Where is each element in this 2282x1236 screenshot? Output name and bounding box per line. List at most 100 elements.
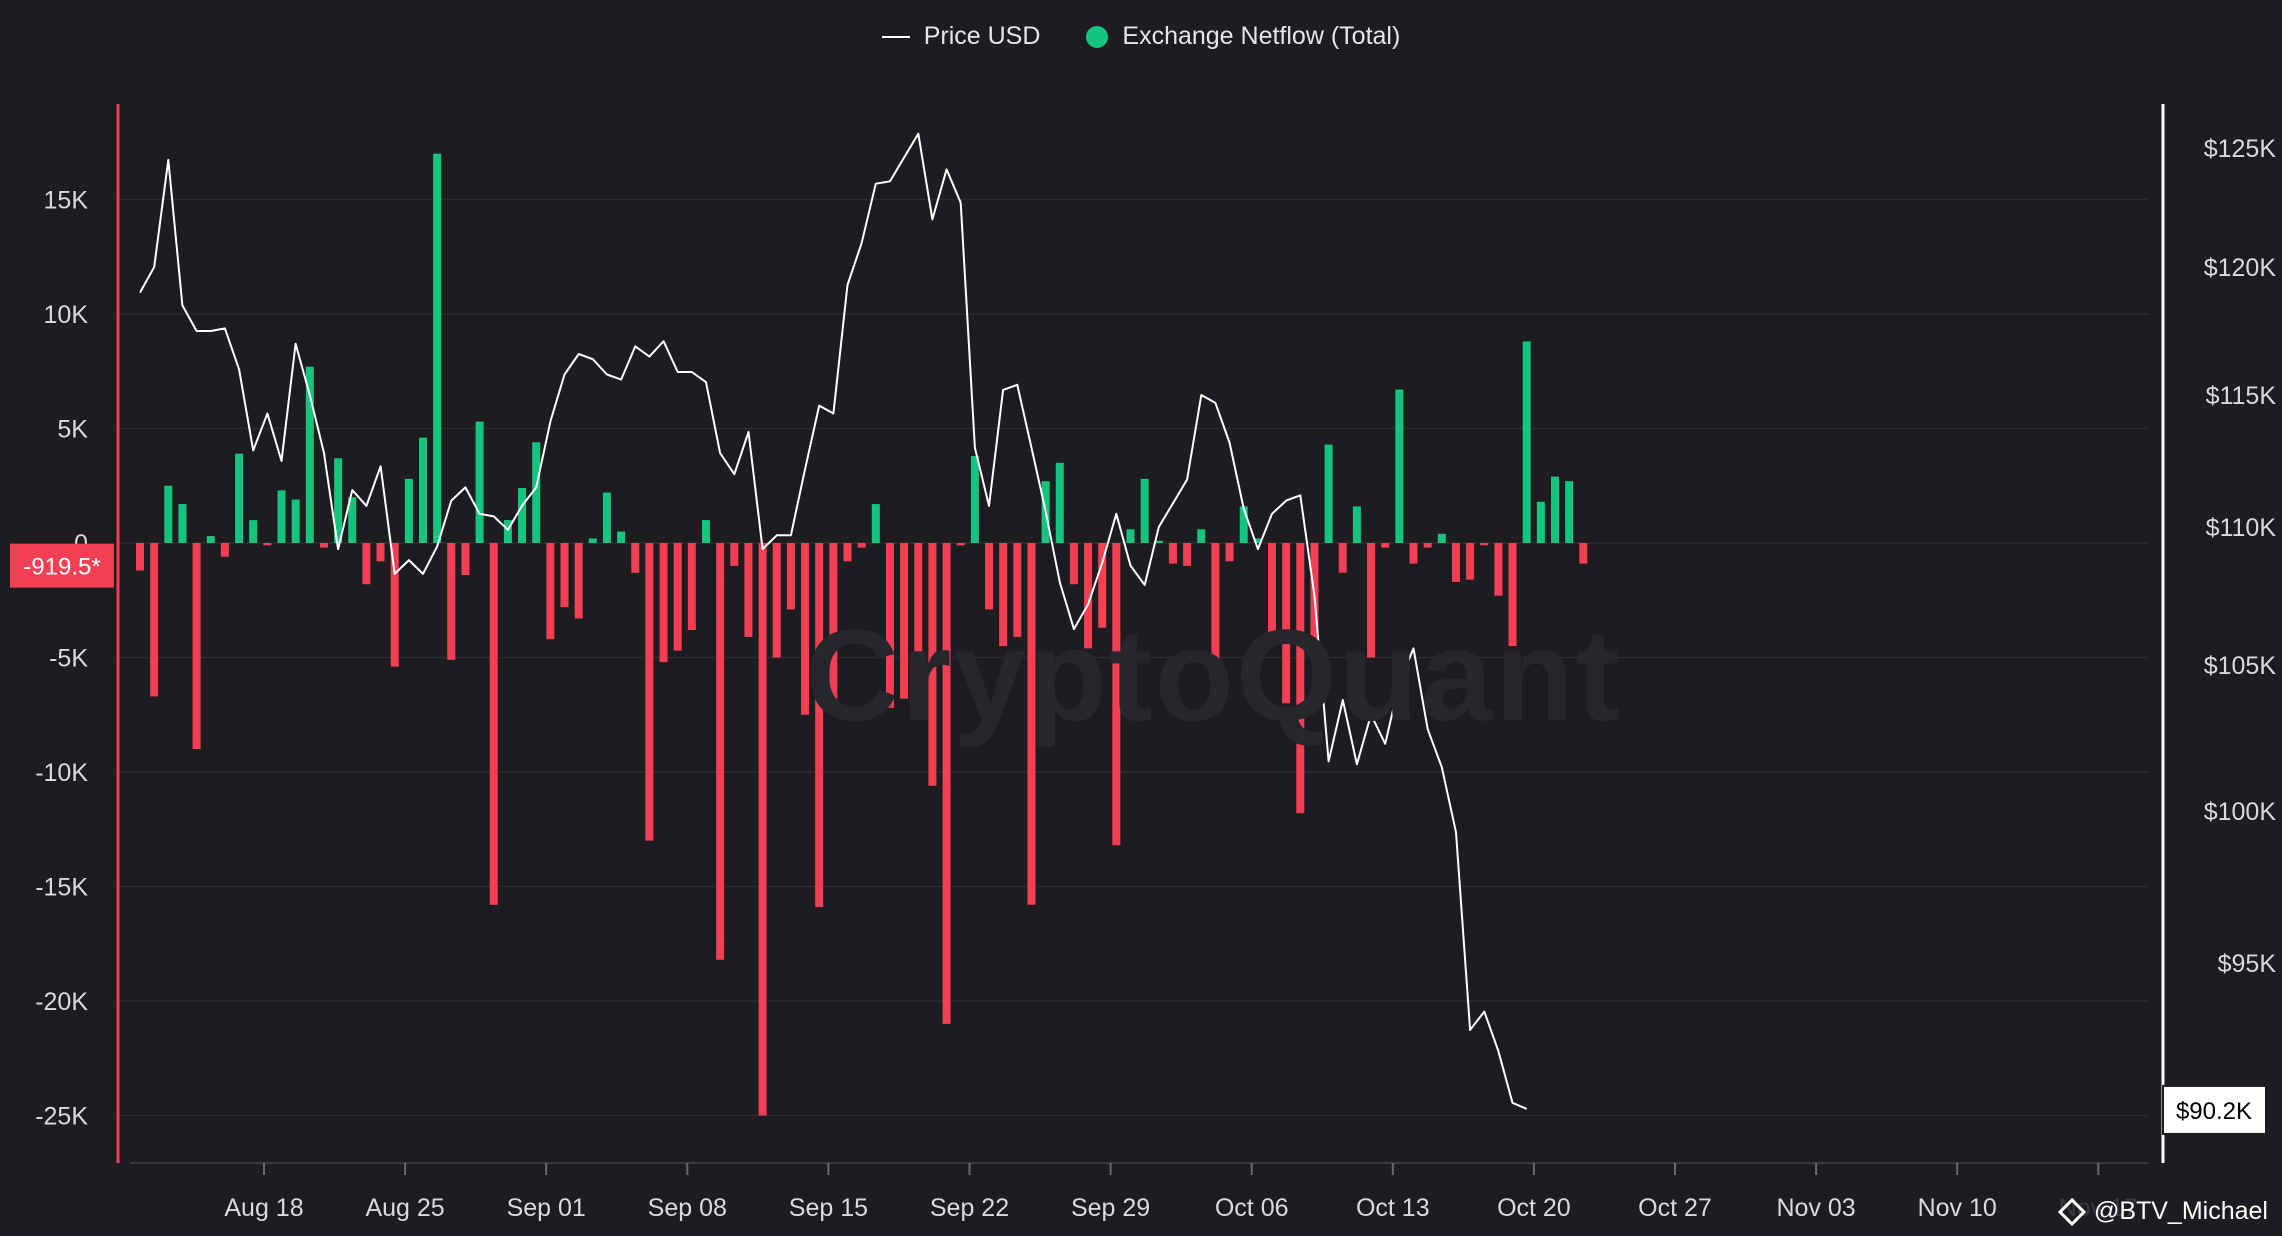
netflow-bar bbox=[206, 536, 215, 543]
netflow-bar bbox=[1027, 543, 1036, 905]
netflow-bar bbox=[673, 543, 682, 651]
netflow-bar bbox=[1395, 389, 1404, 543]
legend-price-label: Price USD bbox=[923, 22, 1041, 50]
netflow-bar bbox=[928, 543, 937, 786]
netflow-bar bbox=[1112, 543, 1121, 846]
netflow-bar bbox=[305, 366, 314, 543]
left-tick-label: 10K bbox=[44, 301, 89, 329]
legend-item-netflow[interactable]: Exchange Netflow (Total) bbox=[1086, 22, 1400, 51]
x-tick-label: Oct 13 bbox=[1356, 1194, 1430, 1222]
netflow-bar bbox=[220, 543, 229, 557]
netflow-bar bbox=[1211, 543, 1220, 702]
netflow-bar bbox=[1282, 543, 1291, 704]
netflow-bar bbox=[1423, 543, 1432, 548]
netflow-bar bbox=[985, 543, 993, 610]
netflow-bar bbox=[235, 453, 244, 543]
netflow-bar bbox=[857, 543, 866, 548]
netflow-bar bbox=[1296, 543, 1305, 814]
x-tick-label: Nov 03 bbox=[1776, 1194, 1855, 1222]
netflow-bar bbox=[334, 458, 343, 543]
netflow-bar bbox=[1239, 506, 1248, 543]
x-tick-label: Aug 18 bbox=[224, 1194, 303, 1222]
x-tick-label: Oct 27 bbox=[1638, 1194, 1712, 1222]
netflow-bar bbox=[970, 455, 979, 543]
gridlines bbox=[118, 198, 2148, 1117]
legend-item-price[interactable]: Price USD bbox=[881, 22, 1041, 51]
netflow-bar bbox=[404, 478, 413, 543]
netflow-bar bbox=[885, 543, 894, 708]
netflow-bar bbox=[1409, 543, 1418, 564]
netflow-bar bbox=[956, 543, 965, 546]
value-badges: -919.5* $90.2K bbox=[10, 543, 2267, 1135]
left-tick-label: -10K bbox=[35, 759, 88, 787]
netflow-bar bbox=[1551, 476, 1559, 543]
netflow-bar bbox=[687, 543, 696, 631]
netflow-bar bbox=[136, 543, 144, 571]
netflow-bar bbox=[532, 442, 541, 543]
netflow-bar bbox=[178, 504, 187, 543]
price-current-badge bbox=[2162, 1084, 2267, 1135]
left-tick-label: 5K bbox=[57, 416, 88, 444]
right-tick-label: $125K bbox=[2204, 135, 2277, 163]
x-tick-label: Oct 06 bbox=[1215, 1194, 1289, 1222]
netflow-bar bbox=[1381, 543, 1390, 548]
netflow-bar bbox=[1069, 543, 1078, 585]
netflow-bar bbox=[489, 543, 498, 905]
netflow-bar bbox=[1451, 543, 1460, 582]
netflow-bar bbox=[1268, 543, 1276, 644]
netflow-bar bbox=[1197, 529, 1206, 543]
netflow-bar bbox=[1565, 481, 1574, 543]
left-tick-label: -20K bbox=[35, 988, 88, 1016]
credit-label: @BTV_Michael bbox=[2093, 1197, 2268, 1225]
netflow-bar bbox=[1084, 543, 1093, 649]
netflow-bar bbox=[1338, 543, 1347, 573]
netflow-bar bbox=[249, 520, 258, 543]
price-current-value: $90.2K bbox=[2176, 1098, 2252, 1125]
right-tick-label: $105K bbox=[2204, 652, 2277, 680]
netflow-bar bbox=[1253, 538, 1262, 543]
netflow-bar bbox=[319, 543, 328, 548]
netflow-current-value: -919.5* bbox=[23, 554, 100, 581]
x-tick-label: Aug 25 bbox=[365, 1194, 444, 1222]
netflow-bar bbox=[263, 543, 272, 546]
netflow-bar bbox=[1183, 543, 1192, 566]
netflow-bar bbox=[659, 543, 668, 663]
netflow-bar bbox=[801, 543, 810, 715]
netflow-bar bbox=[716, 543, 725, 960]
left-tick-label: 15K bbox=[44, 187, 89, 215]
right-tick-label: $120K bbox=[2204, 254, 2277, 282]
legend-netflow-label: Exchange Netflow (Total) bbox=[1122, 22, 1401, 50]
netflow-bar bbox=[1140, 478, 1149, 543]
netflow-bar bbox=[150, 543, 159, 697]
netflow-bar bbox=[772, 543, 781, 658]
axis-labels: 15K10K5K0-5K-10K-15K-20K-25K$125K$120K$1… bbox=[35, 135, 2276, 1222]
netflow-bar bbox=[1154, 540, 1163, 543]
legend: Price USD Exchange Netflow (Total) bbox=[0, 22, 2282, 51]
netflow-bar bbox=[645, 543, 654, 841]
netflow-bar bbox=[758, 543, 767, 1116]
credit-tag: @BTV_Michael bbox=[2057, 1195, 2272, 1228]
x-tick-label: Sep 08 bbox=[648, 1194, 727, 1222]
netflow-bar bbox=[843, 543, 852, 562]
binance-logo-icon bbox=[2057, 1197, 2087, 1226]
netflow-bar bbox=[164, 485, 173, 543]
netflow-bar bbox=[786, 543, 795, 610]
netflow-bar bbox=[503, 520, 512, 543]
dot-swatch-icon bbox=[1086, 25, 1109, 48]
netflow-bar bbox=[914, 543, 923, 695]
netflow-bar bbox=[730, 543, 739, 566]
netflow-bar bbox=[1367, 543, 1376, 658]
netflow-bar bbox=[475, 421, 484, 543]
x-tick-label: Nov 10 bbox=[1918, 1194, 1997, 1222]
netflow-bar bbox=[942, 543, 951, 1024]
netflow-bar bbox=[1437, 533, 1446, 543]
netflow-bar bbox=[433, 153, 442, 543]
netflow-bar bbox=[815, 543, 824, 908]
price-line bbox=[139, 132, 1528, 1110]
netflow-bar bbox=[390, 543, 399, 667]
netflow-bar bbox=[829, 543, 838, 699]
netflow-bar bbox=[192, 543, 201, 750]
x-tick-label: Oct 20 bbox=[1497, 1194, 1571, 1222]
netflow-bar bbox=[617, 531, 626, 543]
